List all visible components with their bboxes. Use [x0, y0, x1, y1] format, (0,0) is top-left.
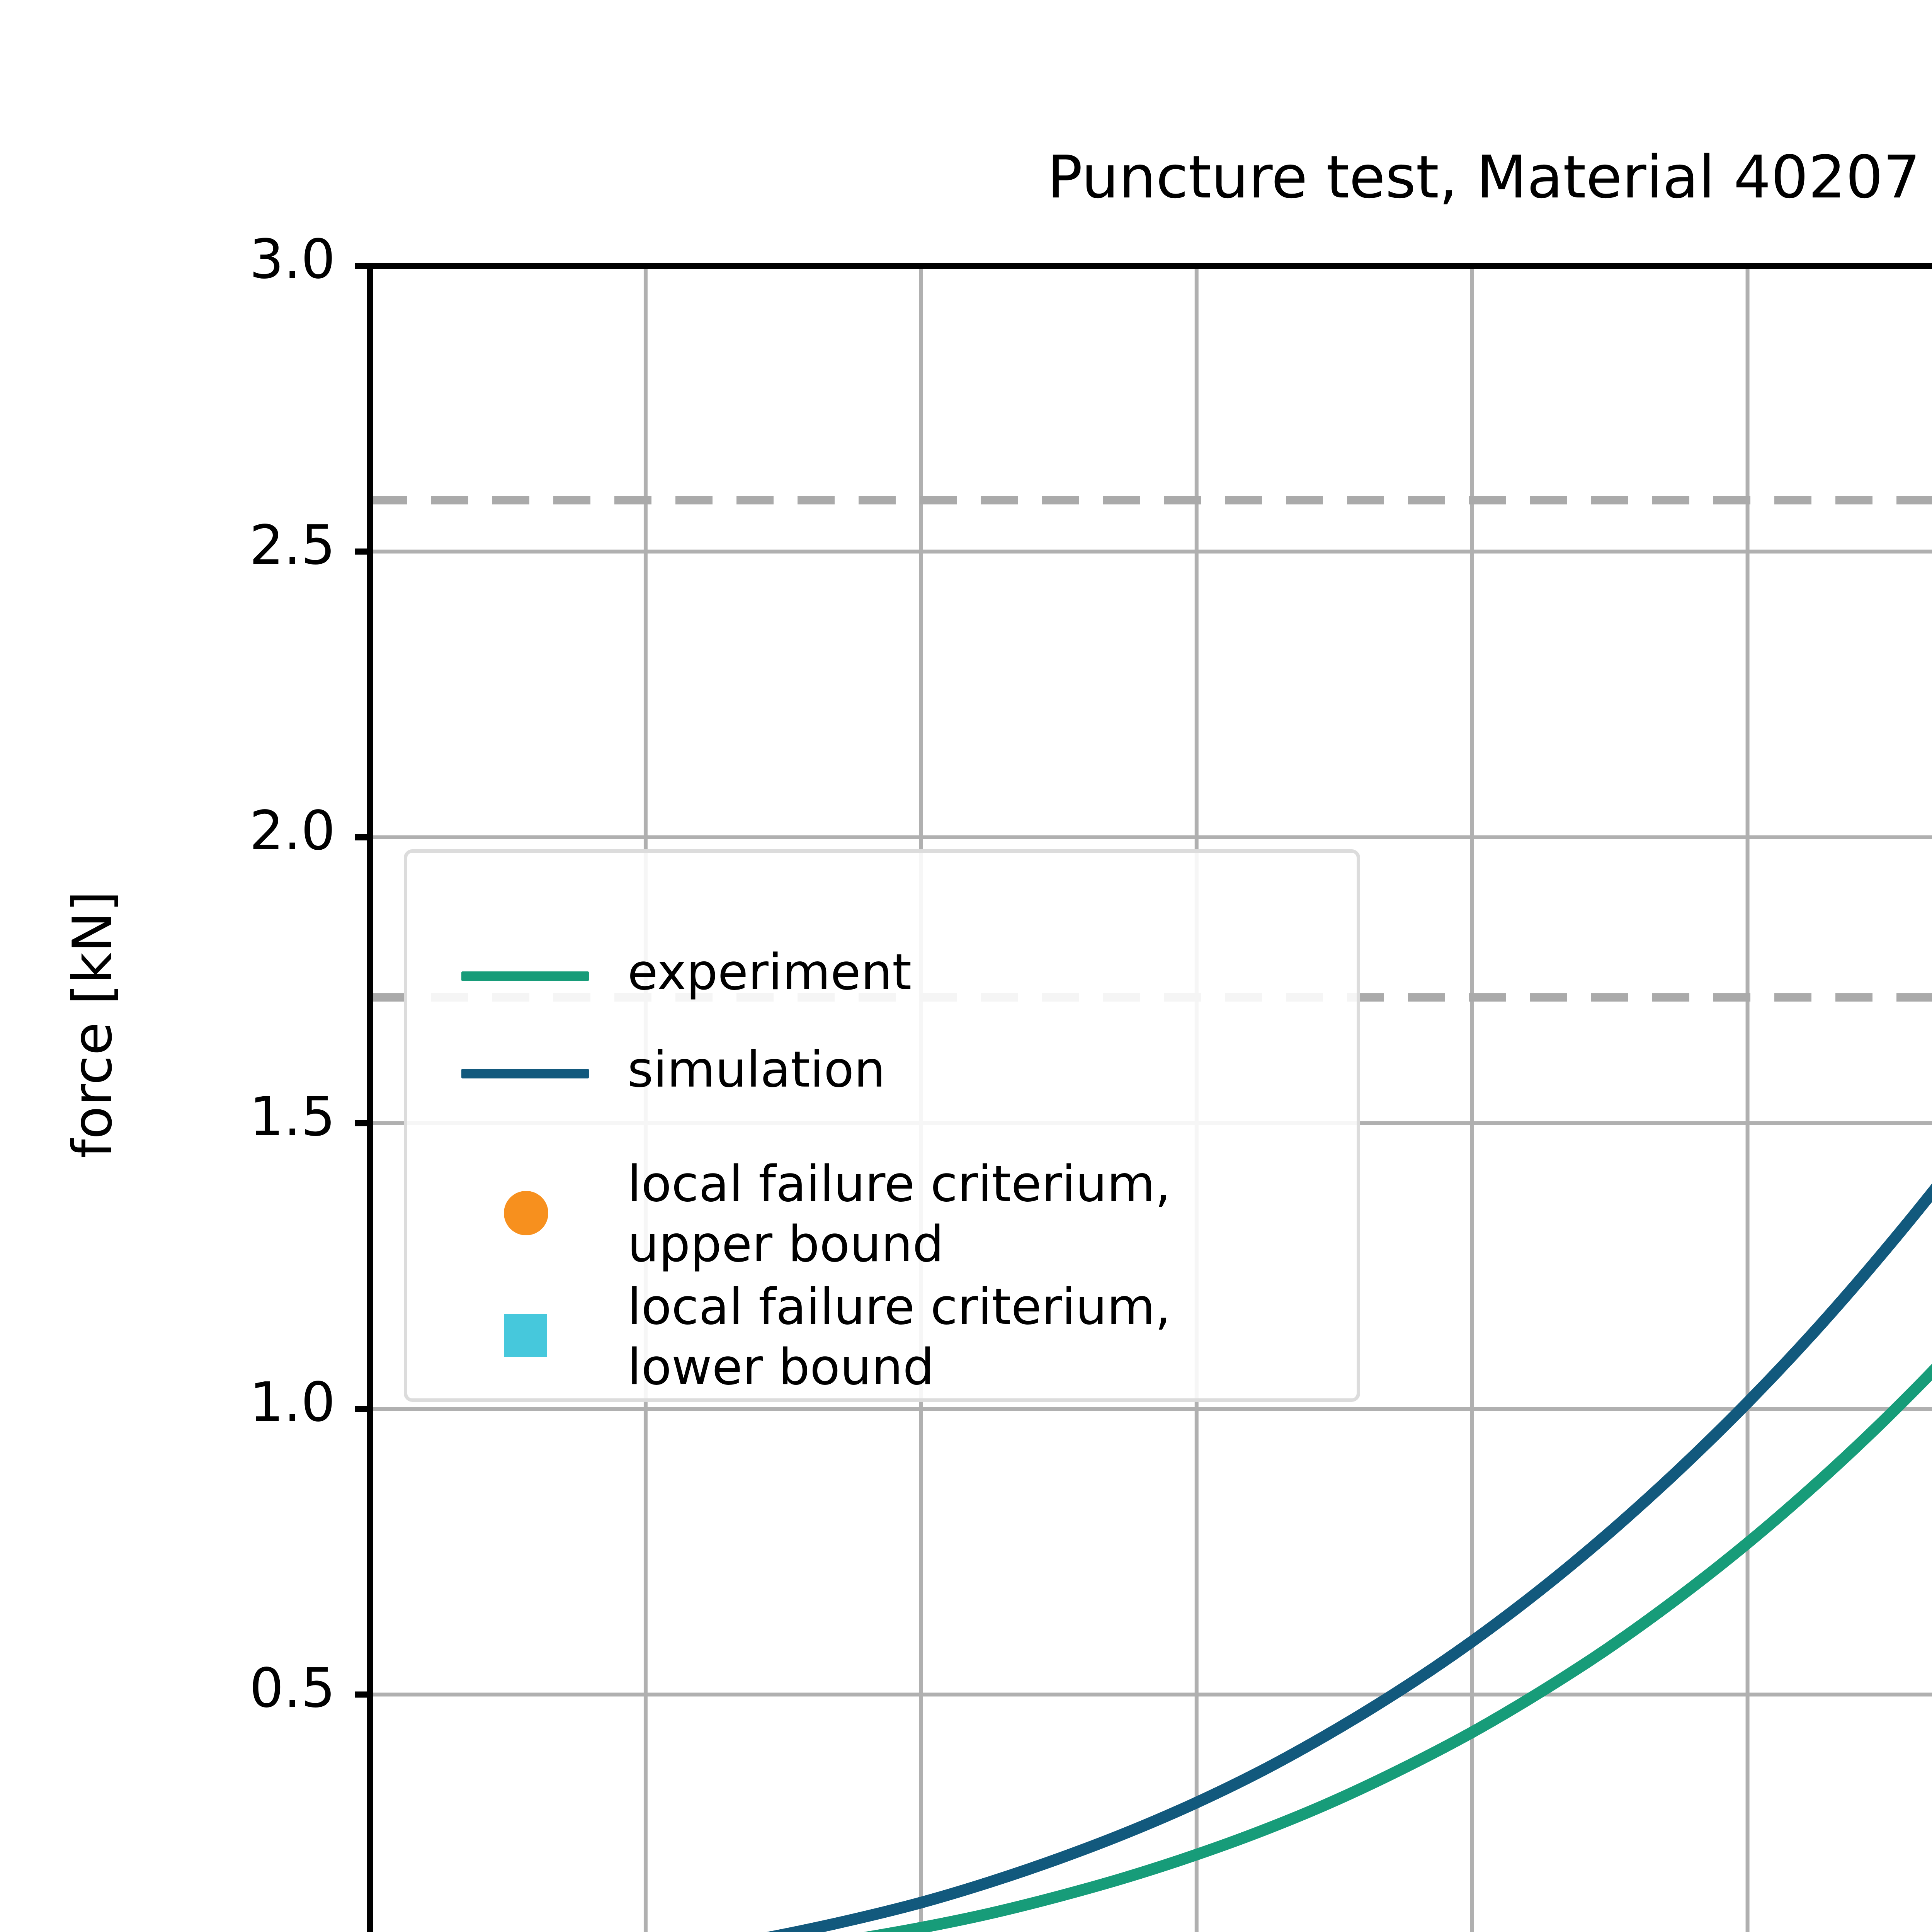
- y-tick-label: 2.5: [249, 514, 335, 577]
- y-tick-label: 2.0: [249, 799, 335, 862]
- legend-swatch-experiment: [461, 971, 589, 981]
- series-experiment: [863, 1364, 1932, 1932]
- y-tick-label: 0.5: [249, 1656, 335, 1720]
- legend-swatch-lower-bound: [504, 1314, 547, 1357]
- y-tick-label: 1.5: [249, 1085, 335, 1148]
- legend-swatch-simulation: [461, 1069, 589, 1078]
- chart-title: Puncture test, Material 40207: [1047, 143, 1921, 211]
- y-tick-label: 3.0: [249, 228, 335, 291]
- legend[interactable]: experiment simulation local failure crit…: [404, 849, 1360, 1402]
- axis-ticks: [355, 263, 370, 1698]
- legend-label-upper-bound: local failure criterium, upper bound: [628, 1155, 1171, 1274]
- legend-label-experiment: experiment: [628, 944, 912, 1001]
- y-tick-label: 1.0: [249, 1371, 335, 1434]
- data-curves: [766, 1183, 1932, 1932]
- legend-swatch-upper-bound: [504, 1191, 548, 1235]
- legend-label-simulation: simulation: [628, 1041, 886, 1099]
- legend-label-lower-bound: local failure criterium, lower bound: [628, 1278, 1171, 1396]
- series-simulation: [766, 1183, 1932, 1932]
